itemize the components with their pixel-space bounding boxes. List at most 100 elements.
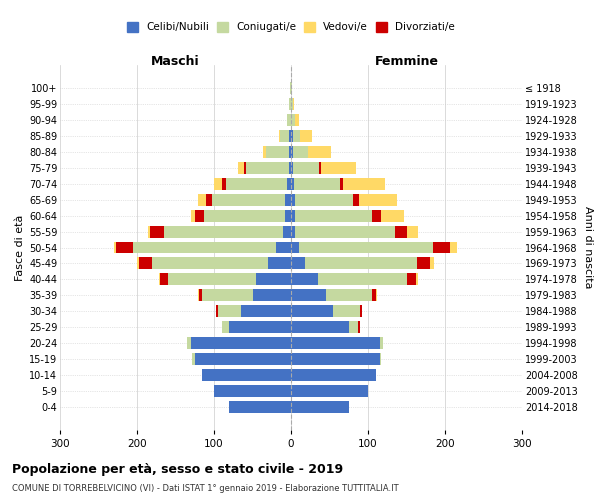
Bar (291, 98, 293, 110)
Bar (291, 130, 293, 141)
Bar (381, 210, 404, 222)
Bar (285, 210, 291, 222)
Bar (191, 210, 195, 222)
Bar (433, 242, 451, 254)
Bar (291, 354, 380, 366)
Bar (244, 162, 247, 173)
Bar (238, 162, 244, 173)
Legend: Celibi/Nubili, Coniugati/e, Vedovi/e, Divorziati/e: Celibi/Nubili, Coniugati/e, Vedovi/e, Di… (124, 19, 458, 36)
Bar (293, 130, 300, 141)
Bar (193, 354, 195, 366)
Bar (114, 242, 116, 254)
Bar (283, 226, 291, 237)
Bar (202, 370, 291, 382)
Bar (372, 210, 381, 222)
Bar (451, 242, 457, 254)
Bar (266, 146, 289, 158)
Bar (214, 386, 291, 398)
Bar (222, 178, 226, 190)
Bar (308, 146, 331, 158)
Bar (340, 178, 343, 190)
Bar (218, 306, 241, 318)
Bar (226, 178, 287, 190)
Bar (291, 274, 318, 285)
Y-axis label: Fasce di età: Fasce di età (14, 214, 25, 280)
Bar (293, 98, 294, 110)
Bar (289, 130, 291, 141)
Bar (291, 402, 349, 413)
Bar (152, 258, 268, 270)
Bar (204, 210, 285, 222)
Bar (395, 226, 407, 237)
Bar (206, 194, 212, 205)
Bar (290, 82, 291, 94)
Bar (289, 146, 291, 158)
Bar (407, 226, 418, 237)
Bar (195, 354, 291, 366)
Text: Femmine: Femmine (374, 56, 439, 68)
Bar (287, 114, 291, 126)
Bar (139, 258, 152, 270)
Bar (287, 178, 291, 190)
Bar (291, 146, 293, 158)
Bar (268, 258, 291, 270)
Bar (334, 306, 360, 318)
Bar (198, 290, 199, 302)
Bar (358, 322, 359, 334)
Bar (380, 338, 383, 349)
Bar (416, 274, 418, 285)
Bar (247, 162, 289, 173)
Bar (380, 354, 381, 366)
Bar (116, 242, 133, 254)
Bar (289, 98, 291, 110)
Bar (291, 322, 349, 334)
Bar (278, 130, 280, 141)
Bar (291, 210, 295, 222)
Bar (299, 242, 433, 254)
Bar (295, 194, 353, 205)
Bar (291, 306, 334, 318)
Bar (376, 290, 377, 302)
Bar (160, 274, 168, 285)
Bar (291, 226, 295, 237)
Bar (253, 290, 291, 302)
Bar (295, 226, 395, 237)
Bar (198, 194, 206, 205)
Bar (191, 338, 291, 349)
Bar (202, 290, 253, 302)
Bar (291, 178, 294, 190)
Text: COMUNE DI TORREBELVICINO (VI) - Dati ISTAT 1° gennaio 2019 - Elaborazione TUTTIT: COMUNE DI TORREBELVICINO (VI) - Dati IST… (12, 484, 398, 493)
Bar (164, 226, 283, 237)
Y-axis label: Anni di nascita: Anni di nascita (583, 206, 593, 289)
Bar (291, 386, 368, 398)
Bar (291, 290, 326, 302)
Bar (291, 114, 295, 126)
Bar (291, 242, 299, 254)
Text: Maschi: Maschi (151, 56, 200, 68)
Bar (293, 162, 319, 173)
Bar (291, 162, 293, 173)
Bar (285, 194, 291, 205)
Bar (321, 162, 356, 173)
Bar (291, 194, 295, 205)
Bar (305, 258, 416, 270)
Bar (212, 194, 285, 205)
Bar (229, 322, 291, 334)
Bar (319, 162, 321, 173)
Bar (195, 210, 204, 222)
Bar (137, 258, 139, 270)
Bar (168, 274, 256, 285)
Bar (214, 178, 222, 190)
Bar (353, 194, 359, 205)
Text: Popolazione per età, sesso e stato civile - 2019: Popolazione per età, sesso e stato civil… (12, 462, 343, 475)
Bar (294, 178, 340, 190)
Bar (359, 194, 397, 205)
Bar (300, 130, 312, 141)
Bar (222, 322, 229, 334)
Bar (326, 290, 372, 302)
Bar (291, 82, 292, 94)
Bar (289, 162, 291, 173)
Bar (430, 258, 434, 270)
Bar (275, 242, 291, 254)
Bar (263, 146, 266, 158)
